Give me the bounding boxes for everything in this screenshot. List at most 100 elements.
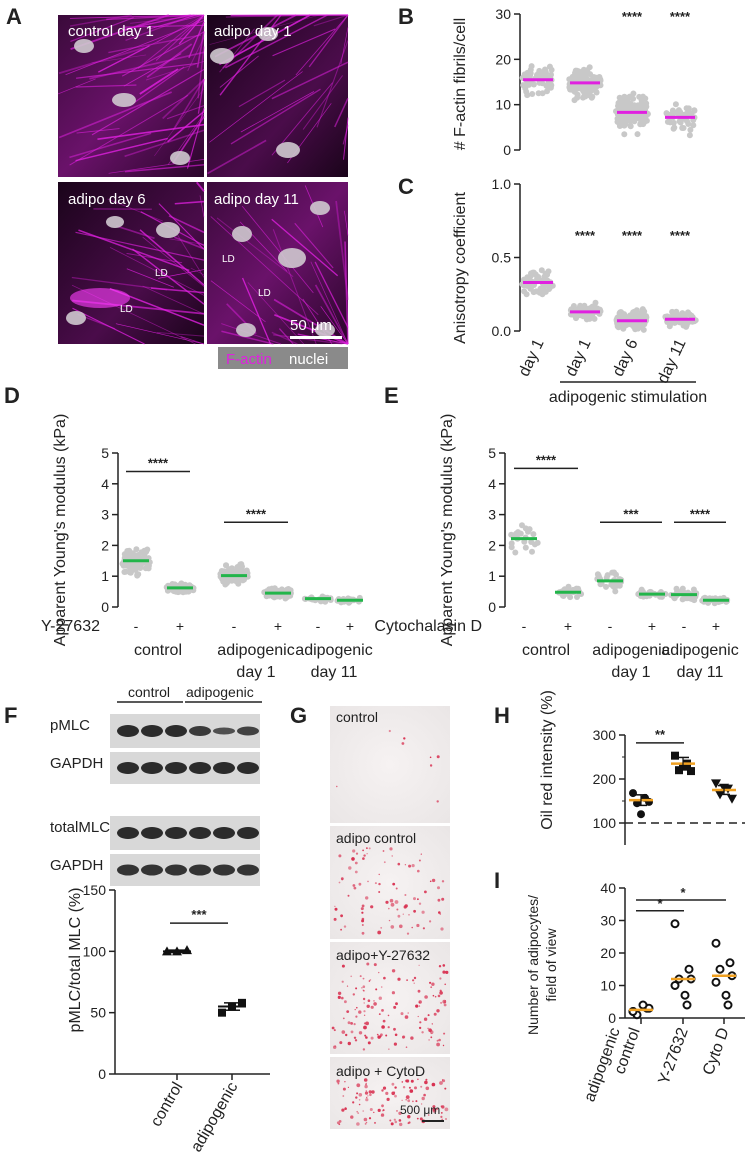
c-series-2-point [640,326,647,333]
nucleus [66,311,86,325]
c-x-tick-label: day 6 [610,336,642,379]
actin-fiber [142,236,205,287]
actin-fiber [310,261,349,345]
actin-fiber [308,14,349,68]
oil-droplet [439,1081,443,1085]
oil-droplet [366,962,370,966]
oil-droplet [417,898,419,901]
b-series-3-point [667,119,674,126]
oil-droplet [344,1000,347,1004]
actin-fiber [166,105,205,120]
oil-droplet [337,991,342,995]
d-series-0-point [144,546,151,553]
oil-droplet [445,1118,447,1120]
i-point [684,964,694,974]
d-series-0-point [133,546,140,553]
oil-droplet [336,785,338,788]
h-point [711,779,721,789]
oil-droplet [438,965,442,968]
oil-droplet [393,1005,397,1009]
oil-droplet [373,1000,375,1002]
b-series-3-point [686,132,693,139]
oil-droplet [430,986,433,989]
oil-droplet [423,1093,426,1097]
oil-droplet [374,1121,376,1124]
oil-droplet [369,979,372,981]
c-series-3-point [681,312,687,319]
oil-droplet [367,880,369,883]
oil-droplet [407,1012,410,1014]
oil-droplet [445,970,449,975]
oil-droplet [388,729,391,733]
chart-h: 100 200 300 ** [593,727,745,845]
oil-droplet [417,1078,419,1081]
oil-droplet [355,1096,358,1099]
blot-band [141,725,163,737]
actin-fiber [124,129,205,158]
oil-droplet [340,928,342,931]
e-sign-label: + [648,618,656,634]
oil-droplet [341,1030,346,1034]
h-point [687,767,695,776]
nucleus [258,27,278,41]
actin-fiber [271,331,298,345]
nucleus [278,248,306,268]
blot-band [213,864,235,876]
oil-droplet [404,894,407,896]
c-series-3-point [688,312,695,319]
b-series-3-point [669,107,676,114]
i-point [723,1000,733,1010]
actin-fiber [109,247,205,296]
nucleus [106,216,124,228]
actin-fiber [241,277,272,345]
tile-label-2: adipo day 1 [214,23,292,40]
e-series-2-point [603,583,609,590]
oil-droplet [394,1094,397,1098]
oil-droplet [442,964,446,967]
e-series-0-point [530,531,537,538]
b-series-1-point [580,84,587,91]
oil-droplet [341,879,343,881]
oil-droplet [444,1087,447,1090]
b-series-0-point [548,66,555,73]
b-series-3-point [685,121,692,127]
e-series-0-point [529,548,535,555]
actin-fiber [139,68,179,95]
d-group-label: day 1 [236,664,275,681]
actin-fiber [121,31,205,77]
i-point [715,964,725,974]
i-ylabel-line1: Number of adipocytes/ [525,895,541,1035]
e-series-1-point [567,594,574,601]
nucleus [310,201,330,215]
actin-fiber [76,62,198,79]
actin-fiber [75,84,137,88]
b-series-1-point [585,85,592,92]
d-series-1-point [177,588,184,595]
d-ylabel: Apparent Young's modulus (kPa) [52,414,69,647]
c-series-1-point [577,303,583,310]
oil-droplet [405,1095,410,1099]
actin-fiber [271,218,339,277]
d-y-tick-label: 1 [101,568,109,584]
oil-droplet [381,1089,384,1092]
d-series-0-point [144,564,151,571]
b-series-2-point [630,90,637,97]
oil-droplet [394,1120,398,1124]
blot-band [165,762,187,774]
oil-droplet [334,905,336,907]
oil-droplet [438,911,441,914]
panel-g-images: control adipo control adipo+Y-27632 adip… [330,706,450,1129]
actin-fiber [154,88,205,157]
b-series-3-point [672,101,679,108]
oil-droplet [413,976,417,980]
actin-fiber [91,69,205,136]
actin-fiber [219,55,259,88]
oil-droplet [443,1001,446,1004]
b-series-2-point [641,119,648,126]
i-point [682,1000,692,1010]
oil-droplet [352,1101,355,1104]
oil-droplet [419,1117,423,1121]
oil-droplet [361,911,364,914]
i-y-tick-label: 30 [600,913,616,929]
